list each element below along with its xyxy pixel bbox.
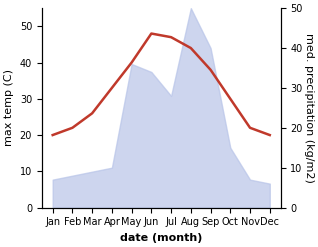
Y-axis label: max temp (C): max temp (C) [4,69,14,146]
Y-axis label: med. precipitation (kg/m2): med. precipitation (kg/m2) [304,33,314,183]
X-axis label: date (month): date (month) [120,233,203,243]
